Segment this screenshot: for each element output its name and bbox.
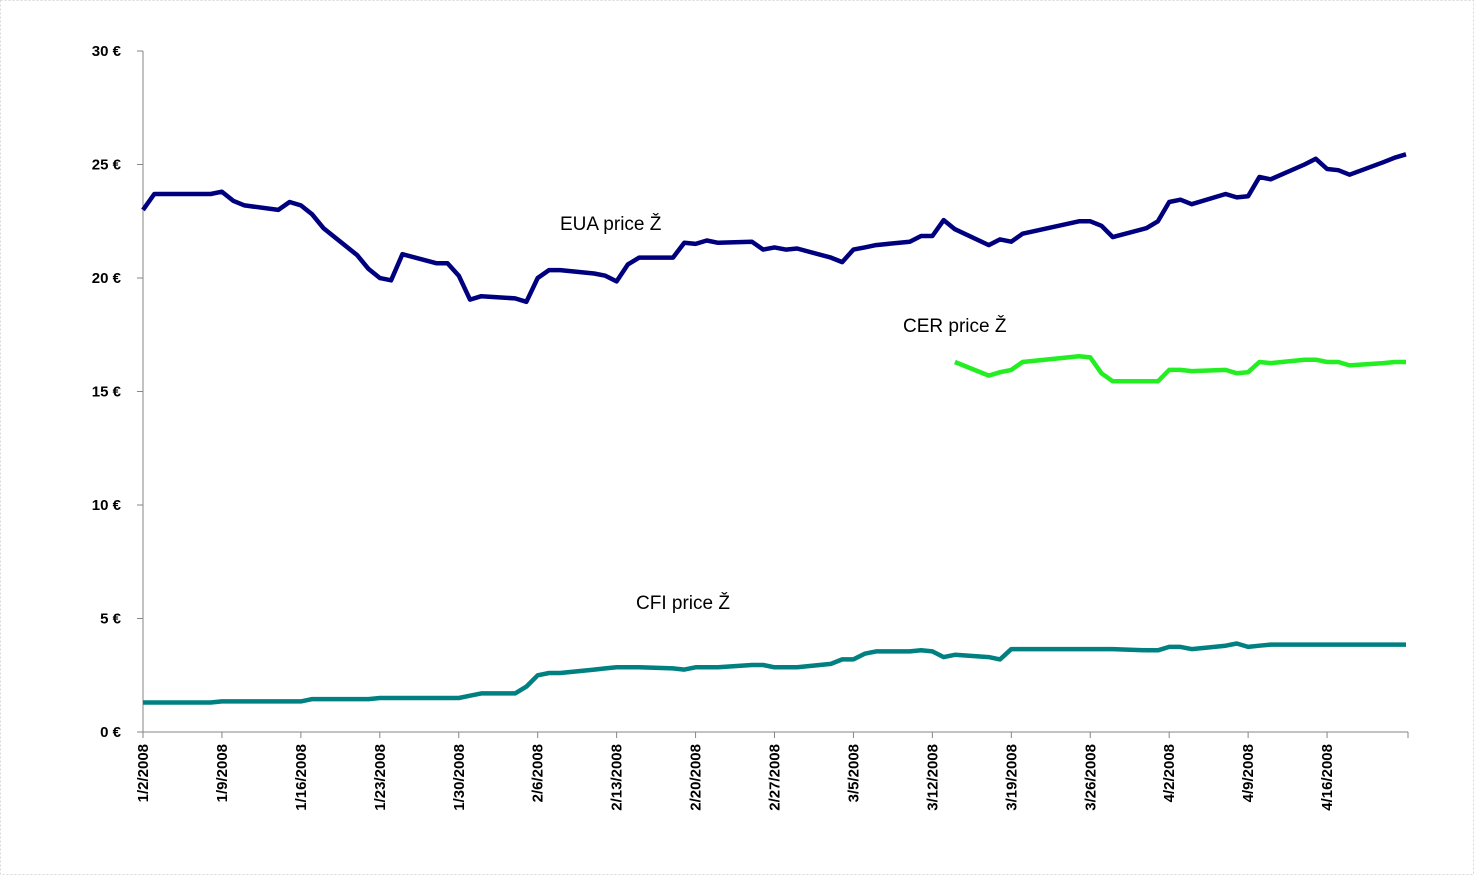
y-tick-label: 25 € [92,157,122,174]
y-tick-label: 5 € [100,611,122,628]
x-tick-label: 3/19/2008 [1003,744,1020,811]
annotation: EUA price Ž [560,213,662,235]
x-tick-label: 1/23/2008 [372,744,389,811]
x-tick-label: 3/26/2008 [1082,744,1099,811]
x-tick-label: 1/30/2008 [451,744,468,811]
x-tick-label: 1/16/2008 [293,744,310,811]
x-tick-label: 1/2/2008 [135,744,152,802]
x-tick-label: 2/20/2008 [688,744,705,811]
series-line [143,641,1406,705]
x-tick-label: 4/2/2008 [1161,744,1178,802]
x-tick-label: 4/9/2008 [1240,744,1257,802]
annotation: CFI price Ž [636,592,730,614]
x-tick-label: 3/12/2008 [924,744,941,811]
annotation: CER price Ž [903,315,1007,337]
y-tick-label: 30 € [92,43,122,60]
x-tick-label: 3/5/2008 [845,744,862,802]
x-tick-label: 4/16/2008 [1319,744,1336,811]
y-tick-label: 20 € [92,270,122,287]
x-tick-label: 2/6/2008 [530,744,547,802]
y-tick-label: 10 € [92,497,122,514]
y-tick-label: 0 € [100,724,122,741]
series-line [141,152,1407,305]
x-tick-label: 2/13/2008 [609,744,626,811]
x-tick-label: 1/9/2008 [214,744,231,802]
series-line [954,354,1406,384]
y-tick-label: 15 € [92,384,122,401]
x-tick-label: 2/27/2008 [767,744,784,811]
